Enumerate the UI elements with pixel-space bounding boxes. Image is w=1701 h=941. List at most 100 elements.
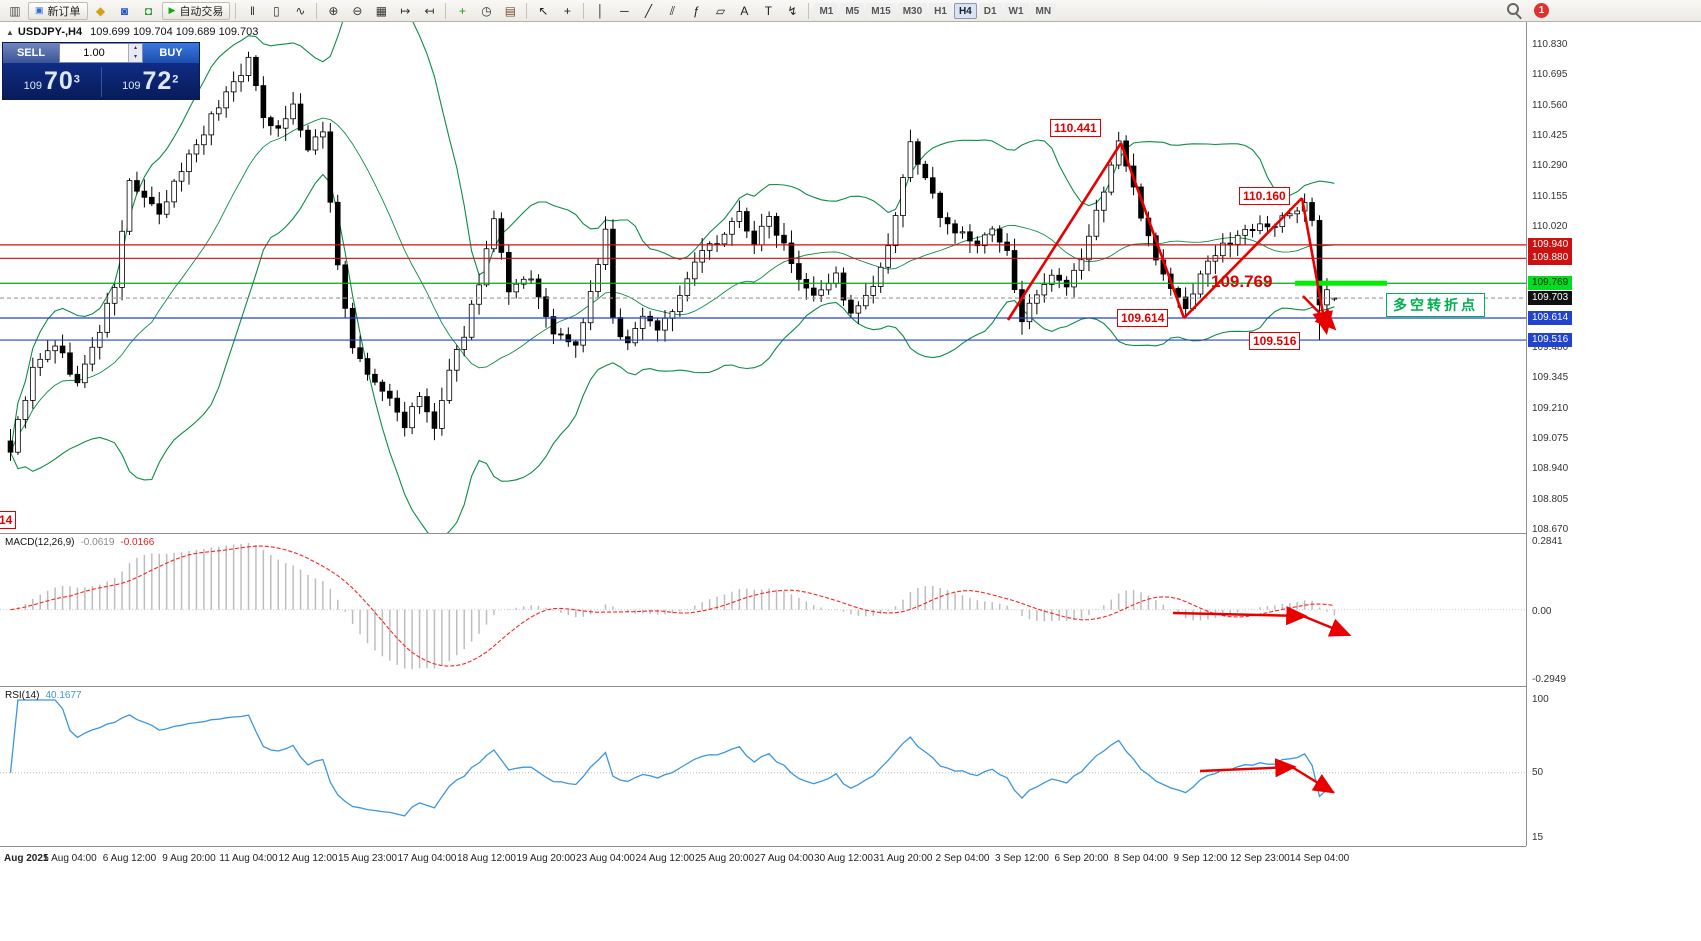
timeframe-button-mn[interactable]: MN — [1030, 2, 1057, 19]
trend-zigzag-arrow[interactable] — [1183, 197, 1303, 319]
macd-red-arrow[interactable] — [1302, 614, 1352, 637]
one-click-collapse-icon[interactable]: ▲ — [6, 28, 14, 37]
macd-indicator-label: MACD(12,26,9) -0.0619 -0.0166 — [5, 537, 155, 548]
timeframe-button-m5[interactable]: M5 — [840, 2, 865, 19]
timeframe-button-h1[interactable]: H1 — [929, 2, 952, 19]
rsi-panel-divider[interactable] — [0, 686, 1701, 687]
crosshair-icon[interactable]: + — [563, 3, 571, 18]
time-axis[interactable]: Aug 2021 5 Aug 04:00 6 Aug 12:00 9 Aug 20:0… — [0, 846, 1526, 872]
timeframe-button-m1[interactable]: M1 — [814, 2, 839, 19]
new-order-button[interactable]: ▣ 新订单 — [28, 1, 88, 20]
templates-icon[interactable]: ▤ — [504, 3, 517, 18]
macd-red-arrow[interactable] — [1172, 606, 1308, 626]
time-axis-label: 25 Aug 20:00 — [695, 853, 754, 864]
rsi-red-arrow[interactable] — [1199, 758, 1297, 778]
timeframe-button-d1[interactable]: D1 — [978, 2, 1002, 19]
vertical-line-icon[interactable]: │ — [596, 3, 605, 18]
down-arrow[interactable] — [1302, 295, 1337, 331]
bollinger-lower-band — [9, 173, 1335, 533]
price-axis[interactable]: 110.830 110.695 110.560 110.425 110.290 110.1… — [1526, 22, 1701, 846]
macd-panel-canvas[interactable] — [0, 533, 1526, 686]
label-icon[interactable]: T — [764, 3, 773, 18]
market-watch-icon[interactable]: ◙ — [120, 3, 129, 18]
price-axis-level-badge: 109.769 — [1528, 276, 1573, 291]
one-click-trading-panel: SELL ▴ ▾ BUY 109703 109722 — [2, 42, 200, 100]
annotation-red-box[interactable]: 109.614 — [1117, 309, 1169, 327]
candlestick-chart-icon[interactable]: ▯ — [273, 3, 280, 18]
price-axis-label: 110.830 — [1532, 39, 1568, 50]
rsi-panel-canvas[interactable] — [0, 686, 1526, 846]
tile-windows-icon[interactable]: ▦ — [375, 3, 388, 18]
trendline-icon[interactable]: ╱ — [644, 3, 653, 18]
chart-shift-icon[interactable]: ↤ — [424, 3, 435, 18]
zoom-out-icon[interactable]: ⊖ — [352, 3, 363, 18]
annotation-red-big[interactable]: 109.769 — [1211, 272, 1273, 291]
price-axis-level-badge: 109.614 — [1528, 311, 1573, 326]
volume-up-icon[interactable]: ▴ — [129, 44, 142, 53]
time-axis-label: 27 Aug 04:00 — [754, 853, 814, 864]
buy-button[interactable]: BUY — [143, 43, 199, 63]
volume-down-icon[interactable]: ▾ — [129, 53, 142, 62]
trend-zigzag-arrow[interactable] — [1006, 142, 1123, 321]
time-axis-label: 3 Sep 12:00 — [995, 853, 1049, 864]
zoom-in-icon[interactable]: ⊕ — [328, 3, 339, 18]
time-axis-label: 31 Aug 20:00 — [873, 853, 933, 864]
price-axis-level-badge: 109.703 — [1528, 291, 1573, 306]
time-axis-label: 12 Aug 12:00 — [278, 853, 338, 864]
text-icon[interactable]: A — [740, 3, 749, 18]
annotation-green-box[interactable]: 多空转折点 — [1386, 293, 1485, 317]
shapes-icon[interactable]: ▱ — [715, 3, 726, 18]
annotation-red-box[interactable]: 109.516 — [1249, 332, 1301, 350]
price-axis-label: 108.805 — [1532, 493, 1569, 505]
time-axis-label: 6 Sep 20:00 — [1054, 853, 1109, 864]
new-order-button-label: 新订单 — [47, 5, 81, 18]
buy-price[interactable]: 109722 — [122, 67, 179, 95]
timeframe-button-m30[interactable]: M30 — [897, 2, 928, 19]
toolbar: ▥ ▣ 新订单 ◆ ◙ ◘ ▶ 自动交易 ‖ ▯ ∿ ⊕ ⊖ ▦ ↦ ↤ + ◷ ▤ ↖ + │ ─ ╱ ⫽ ƒ ▱ A T ↯ M1 M5 M… — [0, 0, 1701, 22]
new-chart-icon[interactable]: ▥ — [9, 3, 21, 18]
auto-trading-button[interactable]: ▶ 自动交易 — [161, 1, 231, 20]
time-axis-label: 23 Aug 04:00 — [576, 853, 635, 864]
price-axis-label: 110.695 — [1532, 69, 1568, 81]
time-axis-label: 14 Sep 04:00 — [1289, 853, 1350, 864]
data-window-icon[interactable]: ◘ — [144, 3, 153, 18]
price-axis-label: 109.210 — [1532, 402, 1569, 414]
annotation-red-box[interactable]: 110.160 — [1239, 187, 1290, 205]
arrows-icon[interactable]: ↯ — [787, 3, 798, 18]
chart-profiles-icon[interactable]: ◆ — [95, 3, 106, 18]
cursor-icon[interactable]: ↖ — [538, 3, 549, 18]
price-axis-label: 110.155 — [1532, 190, 1568, 202]
auto-scroll-icon[interactable]: ↦ — [400, 3, 411, 18]
sell-button[interactable]: SELL — [3, 43, 59, 63]
timeframe-button-w1[interactable]: W1 — [1003, 2, 1029, 19]
main-chart-canvas[interactable] — [0, 22, 1526, 533]
annotation-red-box[interactable]: 14 — [0, 511, 17, 529]
toolbar-separator — [808, 2, 810, 19]
indicators-icon[interactable]: + — [458, 3, 466, 18]
notification-badge[interactable]: 1 — [1534, 2, 1549, 18]
macd-signal-line — [10, 545, 1335, 667]
search-icon[interactable] — [1506, 2, 1522, 18]
channel-icon[interactable]: ⫽ — [669, 3, 676, 18]
pivot-highlight-segment[interactable] — [1295, 280, 1387, 286]
horizontal-line-icon[interactable]: ─ — [620, 3, 629, 18]
fibonacci-icon[interactable]: ƒ — [693, 3, 700, 18]
annotation-red-box[interactable]: 110.441 — [1050, 119, 1101, 137]
price-axis-label: 108.670 — [1532, 524, 1569, 535]
trend-zigzag-arrow[interactable] — [1119, 142, 1186, 319]
sell-price[interactable]: 109703 — [23, 67, 80, 95]
timeframe-button-m15[interactable]: M15 — [866, 2, 896, 19]
rsi-red-arrow[interactable] — [1291, 765, 1336, 794]
timeframe-button-h4[interactable]: H4 — [953, 2, 977, 19]
toolbar-separator — [235, 2, 237, 19]
chart-area[interactable]: ▲ USDJPY-,H4 109.699 109.704 109.689 109.7… — [0, 22, 1701, 941]
macd-panel-divider[interactable] — [0, 533, 1701, 534]
trend-zigzag-arrow[interactable] — [1300, 197, 1333, 336]
periods-icon[interactable]: ◷ — [481, 3, 492, 18]
line-chart-icon[interactable]: ∿ — [295, 3, 306, 18]
time-axis-label: 24 Aug 12:00 — [635, 853, 695, 864]
bar-chart-icon[interactable]: ‖ — [249, 3, 255, 18]
volume-input[interactable] — [60, 44, 128, 62]
price-axis-level-badge: 109.880 — [1528, 251, 1573, 266]
volume-stepper[interactable]: ▴ ▾ — [59, 43, 143, 63]
